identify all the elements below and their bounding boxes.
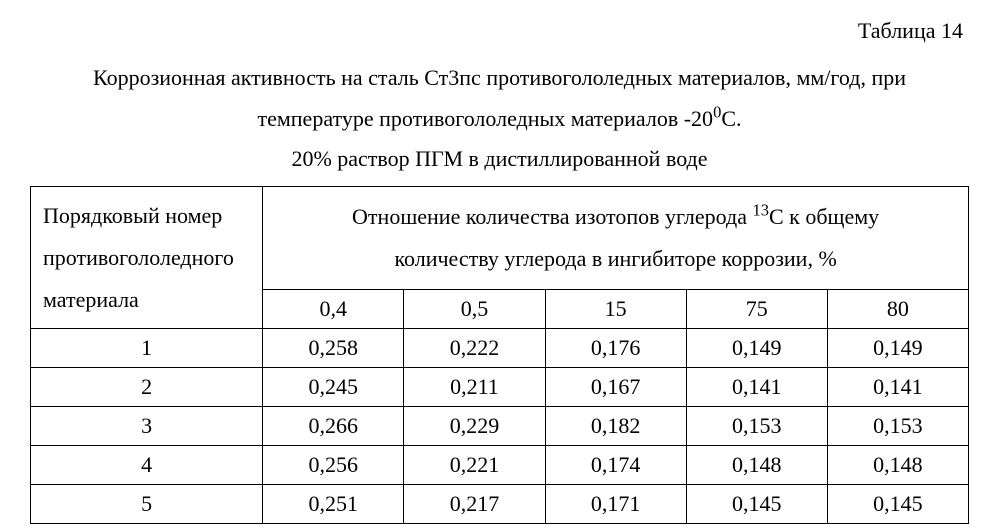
page: Таблица 14 Коррозионная активность на ст… — [0, 0, 999, 524]
row-header-label: Порядковый номер противогололедного мате… — [31, 187, 263, 329]
cell-value: 0,217 — [404, 485, 545, 524]
cell-value: 0,266 — [263, 407, 404, 446]
table-row: 3 0,266 0,229 0,182 0,153 0,153 — [31, 407, 969, 446]
cell-value: 0,176 — [545, 329, 686, 368]
caption-line-1: Коррозионная активность на сталь Ст3пс п… — [30, 58, 969, 99]
column-header: 80 — [827, 289, 968, 329]
row-index: 4 — [31, 446, 263, 485]
group-header-line-1b: С к общему — [769, 204, 879, 229]
cell-value: 0,171 — [545, 485, 686, 524]
column-header: 0,4 — [263, 289, 404, 329]
caption-line-2-suffix: С. — [721, 106, 741, 131]
cell-value: 0,222 — [404, 329, 545, 368]
cell-value: 0,153 — [686, 407, 827, 446]
cell-value: 0,141 — [686, 368, 827, 407]
cell-value: 0,256 — [263, 446, 404, 485]
cell-value: 0,211 — [404, 368, 545, 407]
cell-value: 0,174 — [545, 446, 686, 485]
table-row: 4 0,256 0,221 0,174 0,148 0,148 — [31, 446, 969, 485]
caption-line-2-prefix: температуре противогололедных материалов… — [257, 106, 713, 131]
cell-value: 0,148 — [686, 446, 827, 485]
group-header-line-1a: Отношение количества изотопов углерода — [352, 204, 752, 229]
table-number-label: Таблица 14 — [30, 18, 963, 44]
table-row: 1 0,258 0,222 0,176 0,149 0,149 — [31, 329, 969, 368]
data-table: Порядковый номер противогололедного мате… — [30, 186, 969, 524]
group-header-line-2: количеству углерода в ингибиторе коррози… — [394, 246, 836, 271]
cell-value: 0,167 — [545, 368, 686, 407]
table-row: 5 0,251 0,217 0,171 0,145 0,145 — [31, 485, 969, 524]
table-header-row-1: Порядковый номер противогололедного мате… — [31, 187, 969, 290]
column-header: 15 — [545, 289, 686, 329]
row-index: 5 — [31, 485, 263, 524]
cell-value: 0,141 — [827, 368, 968, 407]
cell-value: 0,182 — [545, 407, 686, 446]
cell-value: 0,153 — [827, 407, 968, 446]
caption-line-2: температуре противогололедных материалов… — [30, 99, 969, 140]
cell-value: 0,148 — [827, 446, 968, 485]
group-header-sup: 13 — [753, 201, 770, 220]
cell-value: 0,149 — [686, 329, 827, 368]
cell-value: 0,258 — [263, 329, 404, 368]
row-header-line-2: противогололедного — [43, 245, 234, 270]
row-index: 1 — [31, 329, 263, 368]
table-row: 2 0,245 0,211 0,167 0,141 0,141 — [31, 368, 969, 407]
row-index: 2 — [31, 368, 263, 407]
cell-value: 0,229 — [404, 407, 545, 446]
table-caption: Коррозионная активность на сталь Ст3пс п… — [30, 58, 969, 180]
caption-line-3: 20% раствор ПГМ в дистиллированной воде — [30, 139, 969, 180]
cell-value: 0,145 — [827, 485, 968, 524]
cell-value: 0,149 — [827, 329, 968, 368]
cell-value: 0,245 — [263, 368, 404, 407]
row-header-line-1: Порядковый номер — [43, 203, 222, 228]
row-index: 3 — [31, 407, 263, 446]
cell-value: 0,221 — [404, 446, 545, 485]
column-header: 0,5 — [404, 289, 545, 329]
cell-value: 0,251 — [263, 485, 404, 524]
column-header: 75 — [686, 289, 827, 329]
row-header-line-3: материала — [43, 287, 139, 312]
cell-value: 0,145 — [686, 485, 827, 524]
column-group-header: Отношение количества изотопов углерода 1… — [263, 187, 969, 290]
